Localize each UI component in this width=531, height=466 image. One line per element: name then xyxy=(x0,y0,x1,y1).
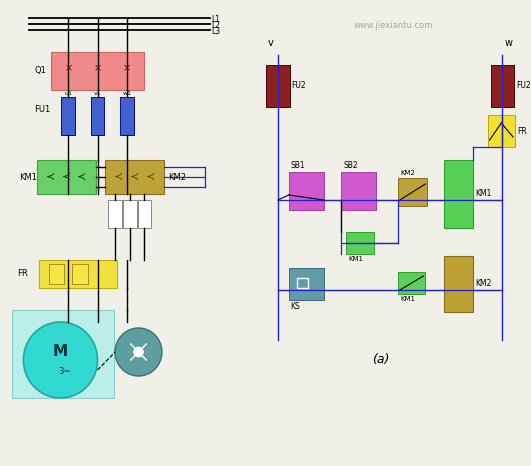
Polygon shape xyxy=(115,328,162,376)
Bar xyxy=(51,52,144,90)
Circle shape xyxy=(134,347,143,357)
Text: L2: L2 xyxy=(212,21,221,29)
Bar xyxy=(289,268,324,300)
Text: FR: FR xyxy=(18,269,28,279)
Bar xyxy=(444,160,473,228)
Bar xyxy=(296,278,308,288)
Text: ≺: ≺ xyxy=(62,172,71,182)
Text: w: w xyxy=(504,38,512,48)
Bar xyxy=(105,160,164,194)
Bar xyxy=(487,115,515,147)
Text: ×: × xyxy=(123,63,131,73)
Text: SB2: SB2 xyxy=(344,161,358,170)
Text: KM1: KM1 xyxy=(475,190,491,199)
Text: M: M xyxy=(53,344,68,359)
Text: FU2: FU2 xyxy=(292,82,306,90)
Bar xyxy=(138,200,151,228)
Text: KM1: KM1 xyxy=(348,256,363,262)
Bar xyxy=(120,97,134,135)
Bar xyxy=(266,65,290,107)
Text: L1: L1 xyxy=(212,14,221,23)
Text: v: v xyxy=(267,38,273,48)
Bar xyxy=(37,160,96,194)
Bar xyxy=(91,97,105,135)
Text: KM2: KM2 xyxy=(168,172,186,181)
Text: KM2: KM2 xyxy=(400,170,415,176)
Bar xyxy=(39,260,117,288)
Text: (a): (a) xyxy=(372,354,389,366)
Text: ≺: ≺ xyxy=(145,172,155,182)
Text: w1: w1 xyxy=(122,91,131,96)
Polygon shape xyxy=(23,322,98,398)
Text: FR: FR xyxy=(517,126,527,136)
Text: ×: × xyxy=(93,63,101,73)
Bar xyxy=(491,65,514,107)
Bar xyxy=(123,200,136,228)
Bar xyxy=(108,200,122,228)
Bar xyxy=(72,264,88,284)
Bar xyxy=(398,178,427,206)
Text: v1: v1 xyxy=(94,91,101,96)
Text: ≺: ≺ xyxy=(114,172,124,182)
Bar xyxy=(289,172,324,210)
Text: Q1: Q1 xyxy=(34,67,46,75)
Text: ≺: ≺ xyxy=(46,172,55,182)
Text: ≺: ≺ xyxy=(77,172,87,182)
Text: KM1: KM1 xyxy=(400,296,415,302)
Text: KM1: KM1 xyxy=(20,172,38,181)
Text: SB1: SB1 xyxy=(290,161,305,170)
Bar xyxy=(444,256,473,312)
Bar xyxy=(341,172,376,210)
Text: KM2: KM2 xyxy=(475,280,491,288)
Bar xyxy=(346,232,374,254)
Text: ×: × xyxy=(64,63,72,73)
Text: KS: KS xyxy=(290,302,301,311)
Bar xyxy=(62,97,75,135)
Bar xyxy=(398,272,425,294)
Text: FU2: FU2 xyxy=(516,82,530,90)
Bar xyxy=(49,264,64,284)
Text: www.jiexiantu.com: www.jiexiantu.com xyxy=(354,21,433,30)
Text: u1: u1 xyxy=(64,91,72,96)
Bar xyxy=(12,310,114,398)
Text: 3~: 3~ xyxy=(58,368,71,377)
Text: L3: L3 xyxy=(212,27,221,35)
Text: FU1: FU1 xyxy=(34,105,50,115)
Text: ≺: ≺ xyxy=(130,172,139,182)
